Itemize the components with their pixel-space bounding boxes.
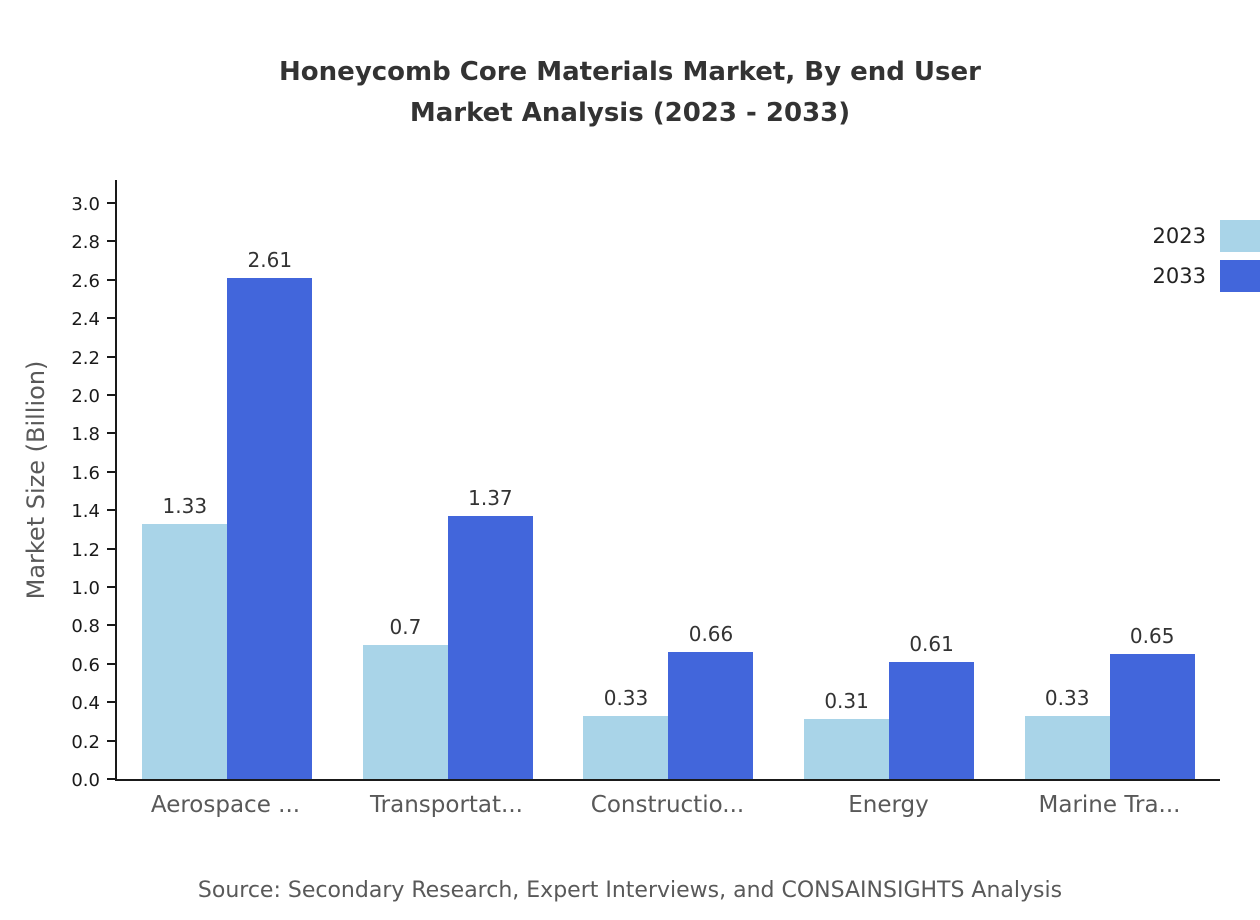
bar-group: 0.31 0.61 bbox=[804, 180, 975, 779]
y-tick-mark bbox=[107, 701, 116, 704]
y-tick-label: 2.4 bbox=[71, 309, 100, 331]
bar-value-label: 2.61 bbox=[247, 247, 293, 272]
x-category-label: Aerospace ... bbox=[150, 792, 301, 818]
y-tick-mark bbox=[107, 470, 116, 473]
bar-value-label: 0.33 bbox=[1044, 685, 1090, 710]
y-tick-mark bbox=[107, 317, 116, 320]
y-tick-label: 1.8 bbox=[71, 424, 100, 446]
y-tick-mark bbox=[107, 509, 116, 512]
x-category-label: Energy bbox=[848, 792, 929, 818]
legend-item-2023: 2023 bbox=[1153, 220, 1260, 252]
y-tick-label: 2.6 bbox=[71, 270, 100, 292]
y-tick-label: 0.2 bbox=[71, 731, 100, 753]
bar-group: 0.33 0.66 bbox=[583, 180, 754, 779]
legend-label: 2033 bbox=[1152, 264, 1206, 288]
bar-group: 0.7 1.37 bbox=[362, 180, 533, 779]
y-tick-label: 2.2 bbox=[71, 347, 100, 369]
y-tick-label: 0.6 bbox=[71, 654, 100, 676]
y-tick-mark bbox=[107, 355, 116, 358]
legend-swatch bbox=[1220, 220, 1260, 252]
legend-label: 2023 bbox=[1152, 224, 1206, 248]
bar-2023: 0.33 bbox=[583, 686, 669, 779]
y-tick-mark bbox=[107, 278, 116, 281]
y-tick-label: 0.4 bbox=[71, 693, 100, 715]
bar-value-label: 0.61 bbox=[909, 631, 954, 656]
bar-group: 1.33 2.61 bbox=[142, 180, 313, 779]
source-note: Source: Secondary Research, Expert Inter… bbox=[197, 878, 1063, 903]
bar-groups: 1.33 2.61 0.7 1.37 0.33 0.66 0.31 0.61 0.33 0.65 bbox=[117, 180, 1220, 779]
bar-2033: 0.66 bbox=[668, 622, 754, 779]
bar-2023: 0.33 bbox=[1024, 686, 1110, 779]
legend-swatch bbox=[1220, 260, 1260, 292]
x-category-label: Transportat... bbox=[370, 792, 523, 818]
bar-value-label: 0.31 bbox=[824, 689, 869, 714]
y-tick-mark bbox=[107, 624, 116, 627]
bar-2023: 0.31 bbox=[804, 689, 890, 779]
y-tick-label: 1.4 bbox=[71, 501, 100, 523]
y-tick-label: 0.0 bbox=[71, 770, 100, 791]
plot-area: 1.33 2.61 0.7 1.37 0.33 0.66 0.31 0.61 0.33 0.65 … bbox=[71, 180, 1220, 791]
y-tick-label: 1.6 bbox=[71, 462, 100, 484]
y-tick-mark bbox=[107, 662, 116, 665]
x-category-label: Marine Tra... bbox=[1038, 792, 1181, 818]
x-category-label: Constructio... bbox=[590, 792, 745, 818]
bar-2023: 1.33 bbox=[142, 494, 228, 779]
y-tick-mark bbox=[107, 202, 116, 204]
y-tick-mark bbox=[107, 547, 116, 550]
y-tick-mark bbox=[107, 778, 116, 780]
chart-title: Honeycomb Core Materials Market, By end … bbox=[0, 52, 1260, 134]
y-tick-mark bbox=[107, 739, 116, 742]
y-tick-mark bbox=[107, 432, 116, 435]
y-tick-label: 3.0 bbox=[71, 194, 100, 215]
bar-value-label: 0.65 bbox=[1129, 624, 1175, 649]
y-tick-label: 1.0 bbox=[71, 578, 100, 599]
bar-value-label: 0.33 bbox=[603, 685, 649, 710]
y-tick-label: 2.8 bbox=[71, 232, 100, 254]
bar-2033: 0.65 bbox=[1109, 624, 1195, 779]
bar-value-label: 1.33 bbox=[162, 493, 208, 518]
bar-2033: 2.61 bbox=[227, 248, 313, 779]
bar-value-label: 0.66 bbox=[688, 622, 734, 647]
bar-2033: 1.37 bbox=[447, 486, 533, 779]
bar-value-label: 0.7 bbox=[389, 614, 422, 639]
y-tick-mark bbox=[107, 394, 116, 396]
bar-2033: 0.61 bbox=[889, 632, 975, 779]
y-tick-label: 0.8 bbox=[71, 616, 100, 638]
bar-2023: 0.7 bbox=[362, 615, 448, 779]
bar-value-label: 1.37 bbox=[468, 485, 513, 510]
x-axis-labels: Aerospace ... Transportat... Constructio..… bbox=[115, 792, 1220, 818]
bar-group: 0.33 0.65 bbox=[1024, 180, 1195, 779]
legend: 2023 2033 bbox=[1153, 220, 1260, 292]
y-tick-label: 1.2 bbox=[71, 539, 100, 561]
legend-item-2033: 2033 bbox=[1153, 260, 1260, 292]
y-tick-mark bbox=[107, 586, 116, 588]
y-tick-label: 2.0 bbox=[71, 386, 100, 407]
chart-title-line2: Market Analysis (2023 - 2033) bbox=[409, 98, 851, 128]
chart-title-line1: Honeycomb Core Materials Market, By end … bbox=[279, 57, 981, 87]
y-tick-mark bbox=[107, 240, 116, 243]
